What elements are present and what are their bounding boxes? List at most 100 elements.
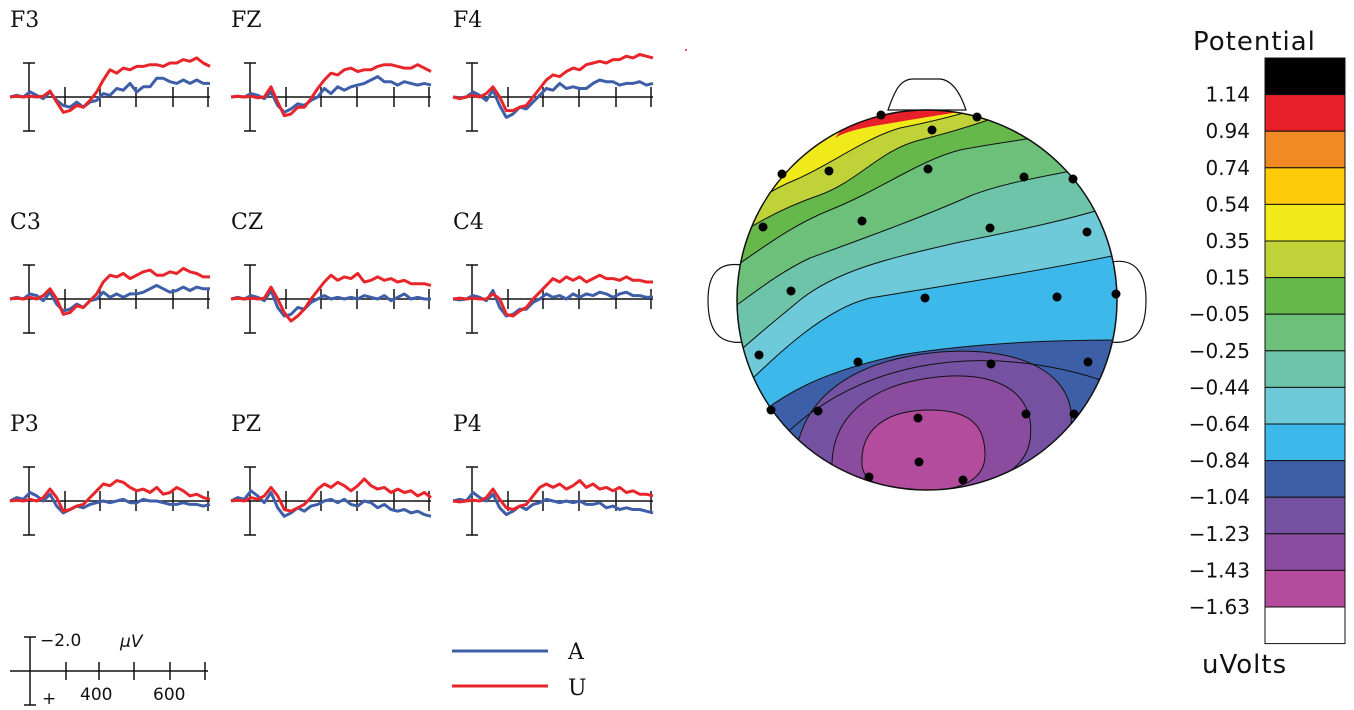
channel-pz: PZ [230, 412, 432, 536]
colorbar-tick-label: −0.64 [1189, 412, 1250, 436]
channel-cz: CZ [230, 210, 432, 334]
series-u-line [452, 479, 654, 511]
scale-legend: −2.0 μV + 400 600 [10, 631, 208, 709]
colorbar-tick-label: −1.23 [1189, 522, 1250, 546]
electrode [972, 112, 982, 122]
channel-fz: FZ [230, 8, 432, 132]
electrode-dots [754, 110, 1121, 485]
head-outline [736, 109, 1118, 491]
channel-label: P3 [10, 412, 39, 437]
electrode [786, 286, 796, 296]
colorbar-swatch [1264, 350, 1346, 388]
colorbar-swatch [1264, 167, 1346, 205]
electrode [813, 406, 823, 416]
series-legend: A U [452, 640, 587, 701]
colorbar-swatch [1264, 94, 1346, 132]
series-a-line [9, 283, 210, 313]
channel-f3: F3 [9, 8, 211, 132]
colorbar-tick-label: 0.54 [1205, 192, 1250, 216]
series-u-line [230, 272, 432, 323]
electrode [1069, 409, 1079, 419]
electrode [985, 223, 995, 233]
colorbar-tick-label: −1.04 [1189, 485, 1250, 509]
colorbar-swatch [1264, 533, 1346, 571]
series-u-line [230, 63, 432, 118]
channel-label: F4 [453, 8, 482, 33]
electrode [913, 413, 923, 423]
channel-label: C4 [453, 210, 484, 235]
electrode [1082, 227, 1092, 237]
colorbar-swatch [1264, 569, 1346, 608]
series-a-line [230, 289, 431, 318]
channel-c3: C3 [9, 210, 210, 334]
channel-label: PZ [231, 412, 261, 437]
electrode [1019, 172, 1029, 182]
colorbar-swatch [1264, 277, 1346, 315]
colorbar-swatch [1264, 460, 1346, 498]
electrode [958, 475, 968, 485]
channel-label: FZ [231, 8, 262, 33]
colorbar-tick-label: −1.63 [1189, 595, 1250, 619]
scale-amplitude-label: −2.0 [40, 631, 81, 651]
colorbar-unit-label: uVolts [1202, 650, 1287, 680]
electrode [777, 169, 787, 179]
electrode [853, 357, 863, 367]
head-left-ear [707, 263, 746, 343]
colorbar-title: Potential [1193, 27, 1316, 57]
colorbar-swatch [1264, 203, 1346, 242]
electrode [864, 472, 874, 482]
colorbar-swatch [1264, 386, 1346, 425]
series-u-line [9, 266, 210, 316]
colorbar-swatch [1264, 130, 1346, 169]
electrode [986, 359, 996, 369]
colorbar-tick-label: 0.15 [1205, 266, 1250, 290]
electrode [1052, 292, 1062, 302]
channel-label: F3 [10, 8, 39, 33]
channel-label: C3 [10, 210, 41, 235]
series-u-line [230, 477, 432, 513]
colorbar-tick-label: −0.84 [1189, 449, 1250, 473]
series-u-line [452, 273, 653, 318]
colorbar-swatch [1264, 313, 1346, 352]
series-u-line [9, 479, 211, 513]
head-nose [887, 78, 967, 111]
electrode [920, 293, 930, 303]
colorbar-tick-label: −0.25 [1189, 339, 1250, 363]
scale-amplitude-unit: μV [119, 632, 144, 652]
stray-mark [685, 49, 687, 51]
series-u-line [9, 56, 211, 114]
series-a-line [230, 75, 432, 114]
map-band [861, 410, 985, 490]
electrode [914, 457, 924, 467]
electrode [923, 164, 933, 174]
colorbar: Potential uVolts 1.14 0.94 0.74 0.54 0.35 0.1… [1189, 27, 1346, 680]
colorbar-swatch [1264, 240, 1346, 279]
channel-f4: F4 [452, 8, 654, 132]
scale-tick-label-600: 600 [153, 685, 185, 705]
colorbar-tick-label: 0.74 [1205, 156, 1250, 180]
electrode [1068, 174, 1078, 184]
electrode [1083, 357, 1093, 367]
colorbar-tick-label: 0.35 [1205, 229, 1250, 253]
colorbar-tick-label: 1.14 [1205, 83, 1250, 107]
series-a-line [452, 78, 654, 119]
erp-grid: F3 FZ F4 C3 CZ C4 P3 PZ P4 [9, 8, 654, 536]
scale-tick-label-400: 400 [80, 685, 112, 705]
colorbar-tick-label: −0.05 [1189, 302, 1250, 326]
series-a-line [452, 289, 653, 318]
channel-p4: P4 [452, 412, 654, 536]
channel-label: P4 [453, 412, 482, 437]
colorbar-swatch [1264, 496, 1346, 535]
series-a-line [9, 76, 210, 109]
colorbar-tick-label: −0.44 [1189, 375, 1250, 399]
series-a-line [452, 491, 654, 517]
electrode [927, 125, 937, 135]
series-a-line [230, 489, 432, 518]
electrode [1021, 409, 1031, 419]
colorbar-swatch [1264, 606, 1346, 645]
series-a-line [9, 491, 211, 515]
colorbar-swatch [1264, 423, 1346, 462]
colorbar-tick-label: 0.94 [1205, 119, 1250, 143]
electrode [754, 350, 764, 360]
